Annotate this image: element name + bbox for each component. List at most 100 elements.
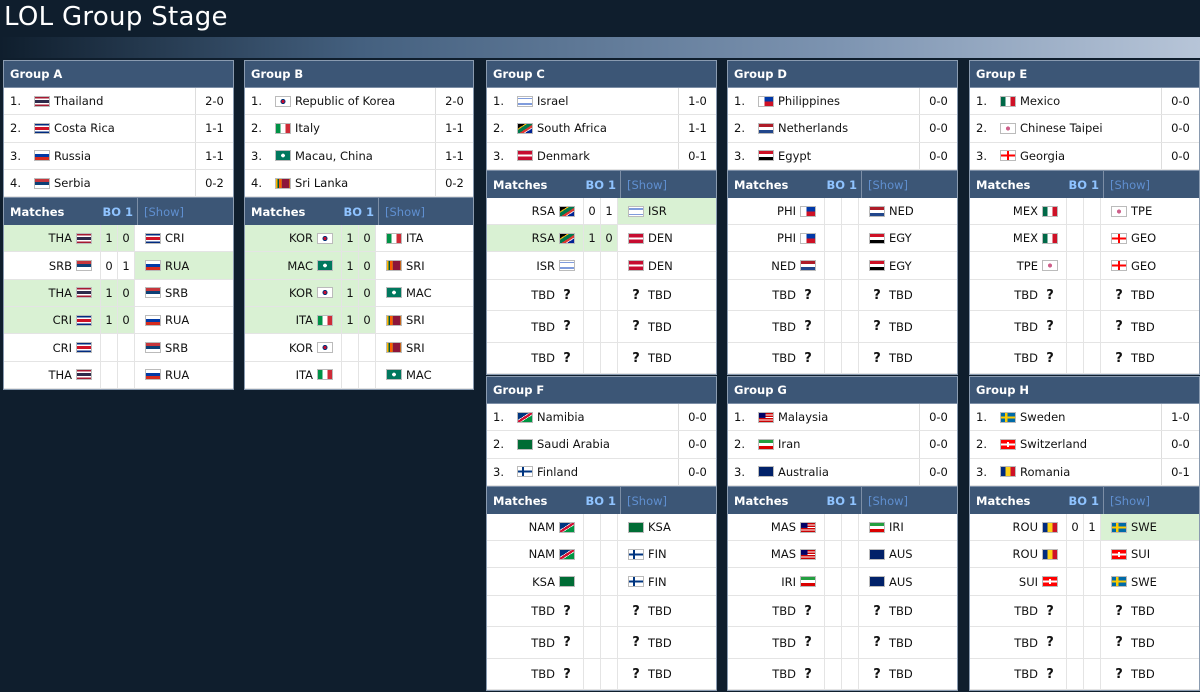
match-row[interactable]: ITA MAC — [245, 361, 473, 389]
match-team-2[interactable]: ? TBD — [1100, 279, 1199, 311]
match-row[interactable]: THA 1 0 SRB — [4, 279, 233, 308]
match-row[interactable]: PHI EGY — [728, 225, 957, 253]
match-row[interactable]: TBD?? TBD — [728, 342, 957, 375]
match-row[interactable]: TBD?? TBD — [970, 595, 1199, 628]
match-row[interactable]: TBD? ? TBD — [487, 658, 716, 691]
match-row[interactable]: TBD? ? TBD — [487, 595, 716, 628]
match-team-2[interactable]: SWE — [1100, 513, 1199, 541]
show-matches-link[interactable]: [Show] — [627, 493, 668, 508]
match-row[interactable]: TBD? ? TBD — [970, 342, 1199, 375]
match-team-1[interactable]: KOR — [245, 225, 341, 252]
team-name[interactable]: Sweden — [1020, 410, 1066, 425]
match-row[interactable]: TBD?? TBD — [970, 627, 1199, 659]
match-team-1[interactable]: ISR — [487, 252, 583, 278]
match-team-1[interactable]: TPE — [970, 252, 1066, 278]
match-team-2[interactable]: ? TBD — [617, 342, 716, 374]
match-team-1[interactable]: ROU — [970, 514, 1066, 540]
match-team-1[interactable]: NAM — [487, 541, 583, 567]
match-team-1[interactable]: TBD? — [728, 659, 824, 690]
match-row[interactable]: RSA 0 1 ISR — [487, 197, 716, 226]
match-team-2[interactable]: SRI — [375, 334, 473, 361]
match-team-2[interactable]: ? TBD — [858, 627, 957, 658]
match-row[interactable]: TBD?? TBD — [487, 279, 716, 312]
match-team-1[interactable]: PHI — [728, 225, 824, 251]
team-name[interactable]: Saudi Arabia — [537, 437, 610, 452]
match-team-1[interactable]: TBD? — [487, 596, 583, 627]
match-team-2[interactable]: ? TBD — [1100, 658, 1199, 690]
match-team-1[interactable]: MAS — [728, 541, 824, 567]
match-team-1[interactable]: NAM — [487, 514, 583, 540]
standing-team[interactable]: Netherlands — [754, 121, 919, 135]
match-team-2[interactable]: KSA — [617, 513, 716, 541]
match-row[interactable]: KOR SRI — [245, 334, 473, 362]
match-team-1[interactable]: TBD? — [970, 280, 1066, 311]
match-team-2[interactable]: MAC — [375, 279, 473, 307]
match-team-2[interactable]: ? TBD — [1100, 627, 1199, 658]
match-team-1[interactable]: TBD? — [487, 311, 583, 342]
match-team-1[interactable]: CRI — [4, 334, 100, 360]
match-team-2[interactable]: DEN — [617, 252, 716, 279]
standing-team[interactable]: Russia — [30, 149, 195, 163]
match-row[interactable]: ROU 0 1 SWE — [970, 513, 1199, 542]
match-team-2[interactable]: SRI — [375, 252, 473, 279]
match-team-2[interactable]: NED — [858, 197, 957, 225]
team-name[interactable]: Finland — [537, 464, 579, 479]
match-team-2[interactable]: ITA — [375, 225, 473, 252]
match-team-1[interactable]: MAS — [728, 514, 824, 540]
match-row[interactable]: KOR 1 0 ITA — [245, 225, 473, 253]
standing-team[interactable]: Philippines — [754, 94, 919, 108]
team-name[interactable]: Georgia — [1020, 148, 1066, 163]
match-team-2[interactable]: SRI — [375, 307, 473, 334]
match-row[interactable]: TBD? ? TBD — [970, 658, 1199, 691]
show-matches-link[interactable]: [Show] — [868, 177, 909, 192]
match-row[interactable]: MEX TPE — [970, 197, 1199, 226]
match-team-2[interactable]: MAC — [375, 361, 473, 388]
match-team-2[interactable]: ? TBD — [858, 279, 957, 311]
match-team-1[interactable]: SRB — [4, 252, 100, 278]
match-team-2[interactable]: ? TBD — [617, 595, 716, 627]
team-name[interactable]: Republic of Korea — [295, 94, 396, 109]
match-team-1[interactable]: KOR — [245, 334, 341, 360]
match-team-2[interactable]: ? TBD — [617, 658, 716, 690]
match-row[interactable]: TBD? ? TBD — [728, 658, 957, 691]
team-name[interactable]: Macau, China — [295, 148, 373, 163]
match-team-2[interactable]: GEO — [1100, 252, 1199, 279]
standing-team[interactable]: Mexico — [996, 94, 1161, 108]
match-row[interactable]: CRI SRB — [4, 334, 233, 362]
standing-team[interactable]: Georgia — [996, 149, 1161, 163]
team-name[interactable]: Romania — [1020, 464, 1071, 479]
show-matches-link[interactable]: [Show] — [385, 205, 426, 220]
match-row[interactable]: MAS IRI — [728, 513, 957, 542]
match-team-2[interactable]: ? TBD — [858, 311, 957, 342]
match-team-2[interactable]: ? TBD — [617, 279, 716, 311]
match-row[interactable]: TBD?? TBD — [487, 311, 716, 343]
match-row[interactable]: TBD?? TBD — [487, 627, 716, 659]
match-team-1[interactable]: SUI — [970, 568, 1066, 594]
match-row[interactable]: RSA 1 0 DEN — [487, 225, 716, 253]
match-team-2[interactable]: ? TBD — [858, 658, 957, 690]
match-row[interactable]: KOR 1 0 MAC — [245, 279, 473, 308]
match-team-1[interactable]: TBD? — [487, 659, 583, 690]
match-row[interactable]: THA RUA — [4, 361, 233, 389]
match-team-1[interactable]: TBD? — [970, 659, 1066, 690]
match-team-2[interactable]: ISR — [617, 197, 716, 225]
team-name[interactable]: Malaysia — [778, 410, 829, 425]
match-row[interactable]: ROU SUI — [970, 541, 1199, 569]
team-name[interactable]: Netherlands — [778, 121, 849, 136]
match-team-2[interactable]: DEN — [617, 225, 716, 252]
match-team-2[interactable]: SUI — [1100, 541, 1199, 568]
match-team-1[interactable]: RSA — [487, 225, 583, 252]
match-row[interactable]: TBD?? TBD — [728, 279, 957, 312]
match-team-1[interactable]: TBD? — [970, 343, 1066, 374]
match-row[interactable]: KSA FIN — [487, 568, 716, 596]
match-team-1[interactable]: ITA — [245, 307, 341, 334]
match-row[interactable]: NED EGY — [728, 252, 957, 280]
match-team-2[interactable]: RUA — [134, 361, 233, 388]
match-team-2[interactable]: ? TBD — [1100, 595, 1199, 627]
match-team-2[interactable]: TPE — [1100, 197, 1199, 225]
standing-team[interactable]: Italy — [271, 121, 435, 135]
match-team-2[interactable]: ? TBD — [1100, 342, 1199, 374]
match-team-1[interactable]: KOR — [245, 279, 341, 307]
match-row[interactable]: MAS AUS — [728, 541, 957, 569]
match-team-2[interactable]: AUS — [858, 568, 957, 595]
